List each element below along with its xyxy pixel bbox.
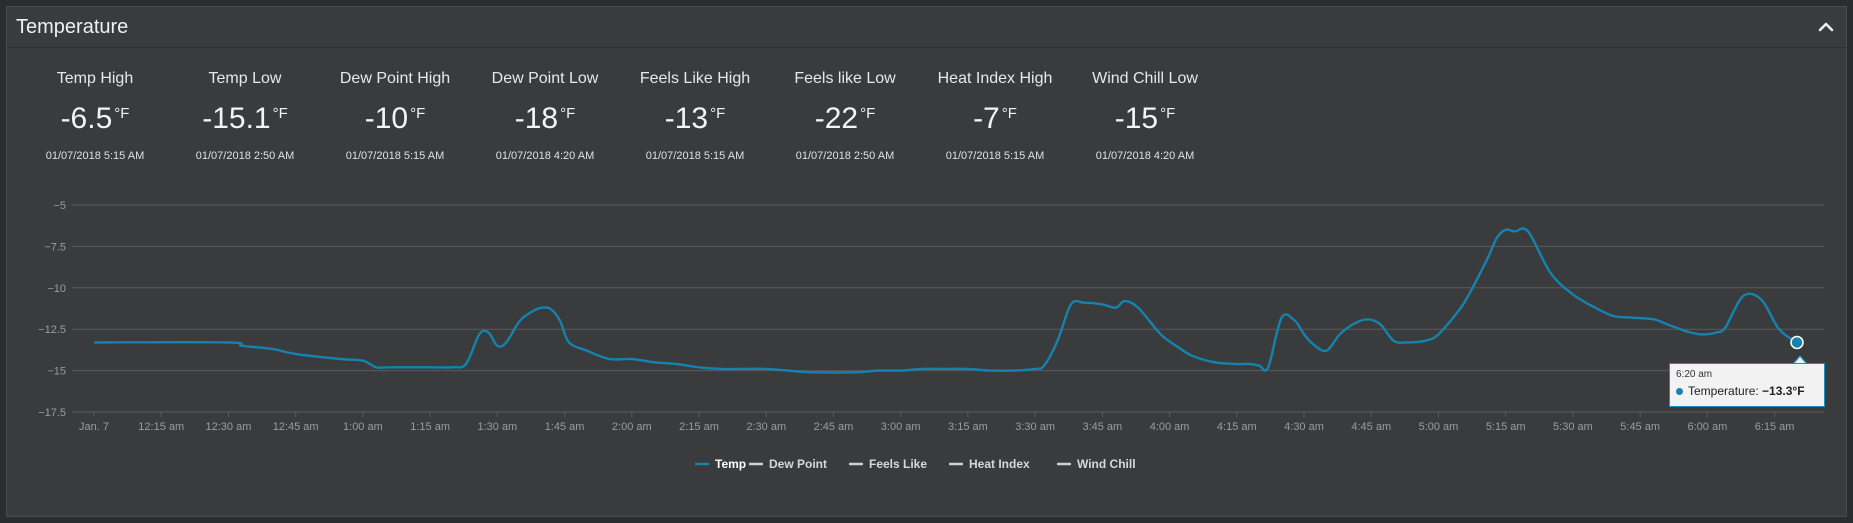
x-tick-label: 4:30 am (1284, 421, 1324, 433)
y-tick-label: −7.5 (44, 241, 66, 253)
stat-label: Wind Chill Low (1092, 70, 1198, 87)
hover-point-marker[interactable] (1790, 335, 1804, 350)
panel-header: Temperature (7, 7, 1846, 48)
stat-feels-like-low: Feels like Low -22 °F 01/07/2018 2:50 AM (770, 70, 920, 162)
x-tick-label: 3:15 am (948, 421, 988, 433)
stat-dew-point-high: Dew Point High -10 °F 01/07/2018 5:15 AM (320, 70, 470, 162)
stat-time: 01/07/2018 2:50 AM (195, 150, 295, 162)
stat-feels-like-high: Feels Like High -13 °F 01/07/2018 5:15 AM (620, 70, 770, 162)
x-tick-label: 1:30 am (477, 421, 517, 433)
x-axis-ticks: Jan. 7 12:15 am 12:30 am 12:45 am 1:00 am 1:1… (79, 412, 1794, 433)
legend-label[interactable]: Heat Index (969, 457, 1030, 471)
x-tick-label: 2:45 am (814, 421, 854, 433)
stat-label: Temp Low (208, 70, 282, 87)
stat-value: -13 °F (664, 102, 726, 135)
x-tick-label: 1:45 am (545, 421, 585, 433)
stat-label: Feels Like High (639, 70, 751, 87)
stat-value: -6.5 °F (60, 102, 130, 135)
stat-label: Dew Point Low (491, 70, 599, 87)
x-tick-label: 5:45 am (1620, 421, 1660, 433)
x-tick-label: 12:30 am (206, 421, 252, 433)
stat-time: 01/07/2018 5:15 AM (645, 150, 745, 162)
x-tick-label: 5:30 am (1553, 421, 1593, 433)
tooltip-row: Temperature: −13.3°F (1676, 384, 1818, 398)
tooltip-arrow-inner (1793, 357, 1807, 365)
stat-value: -15 °F (1114, 102, 1176, 135)
legend-label[interactable]: Temp (715, 457, 746, 471)
tooltip-label: Temperature: (1688, 384, 1759, 398)
y-tick-label: −12.5 (38, 324, 66, 336)
stat-time: 01/07/2018 5:15 AM (945, 150, 1045, 162)
x-tick-label: 3:30 am (1015, 421, 1055, 433)
legend-item-wind-chill[interactable]: Wind Chill (1057, 457, 1136, 471)
y-tick-label: −5 (53, 200, 66, 212)
grid-layer (72, 204, 1824, 413)
chart-legend: Temp Dew Point Feels Like Heat Index Wind Ch… (695, 457, 1136, 471)
legend-item-feels-like[interactable]: Feels Like (849, 457, 927, 471)
stat-time: 01/07/2018 5:15 AM (45, 150, 145, 162)
stat-time: 01/07/2018 5:15 AM (345, 150, 445, 162)
x-tick-label: 3:45 am (1082, 421, 1122, 433)
x-tick-label: 5:00 am (1419, 421, 1459, 433)
temperature-panel: Temperature (6, 6, 1847, 517)
chevron-up-icon[interactable] (1814, 15, 1838, 39)
stat-label: Feels like Low (794, 70, 896, 87)
stat-label: Dew Point High (339, 70, 451, 87)
x-tick-label: 5:15 am (1486, 421, 1526, 433)
y-axis-ticks: −5 −7.5 −10 −12.5 −15 −17.5 (38, 200, 66, 419)
stat-value: -18 °F (514, 102, 576, 135)
tooltip-time: 6:20 am (1676, 369, 1713, 380)
x-tick-label: 4:45 am (1351, 421, 1391, 433)
stat-label: Heat Index High (937, 70, 1053, 87)
series-layer (93, 227, 1804, 374)
y-tick-label: −17.5 (38, 407, 66, 419)
x-tick-label: 4:00 am (1150, 421, 1190, 433)
stat-temp-low: Temp Low -15.1 °F 01/07/2018 2:50 AM (170, 70, 320, 162)
legend-label[interactable]: Feels Like (869, 457, 927, 471)
x-tick-label: 1:15 am (410, 421, 450, 433)
x-tick-label: 4:15 am (1217, 421, 1257, 433)
x-tick-label: Jan. 7 (79, 421, 109, 433)
stat-dew-point-low: Dew Point Low -18 °F 01/07/2018 4:20 AM (470, 70, 620, 162)
legend-item-dew-point[interactable]: Dew Point (749, 457, 827, 471)
chart-tooltip: 6:20 am Temperature: −13.3°F (1669, 363, 1825, 407)
stat-time: 01/07/2018 4:20 AM (495, 150, 595, 162)
y-tick-label: −10 (47, 283, 66, 295)
stat-label: Temp High (56, 70, 134, 87)
stat-value: -7 °F (973, 102, 1017, 135)
panel-title: Temperature (16, 16, 129, 38)
x-tick-label: 12:45 am (273, 421, 319, 433)
stat-value: -10 °F (364, 102, 426, 135)
stat-time: 01/07/2018 4:20 AM (1095, 150, 1195, 162)
x-tick-label: 3:00 am (881, 421, 921, 433)
x-tick-label: 12:15 am (138, 421, 184, 433)
series-dot-icon (1676, 388, 1683, 395)
y-tick-label: −15 (47, 366, 66, 378)
stat-heat-index-high: Heat Index High -7 °F 01/07/2018 5:15 AM (920, 70, 1070, 162)
legend-item-temp[interactable]: Temp (695, 457, 746, 471)
x-tick-label: 6:00 am (1687, 421, 1727, 433)
stat-value: -15.1 °F (202, 102, 288, 135)
x-tick-label: 1:00 am (343, 421, 383, 433)
legend-label[interactable]: Dew Point (769, 457, 827, 471)
stat-value: -22 °F (814, 102, 876, 135)
legend-item-heat-index[interactable]: Heat Index (949, 457, 1030, 471)
stat-time: 01/07/2018 2:50 AM (795, 150, 895, 162)
x-tick-label: 2:15 am (679, 421, 719, 433)
legend-label[interactable]: Wind Chill (1077, 457, 1136, 471)
tooltip-value: −13.3°F (1762, 384, 1805, 398)
x-tick-label: 6:15 am (1755, 421, 1795, 433)
x-tick-label: 2:00 am (612, 421, 652, 433)
series-line-temp (93, 227, 1798, 374)
stat-temp-high: Temp High -6.5 °F 01/07/2018 5:15 AM (20, 70, 170, 162)
stat-wind-chill-low: Wind Chill Low -15 °F 01/07/2018 4:20 AM (1070, 70, 1220, 162)
x-tick-label: 2:30 am (746, 421, 786, 433)
